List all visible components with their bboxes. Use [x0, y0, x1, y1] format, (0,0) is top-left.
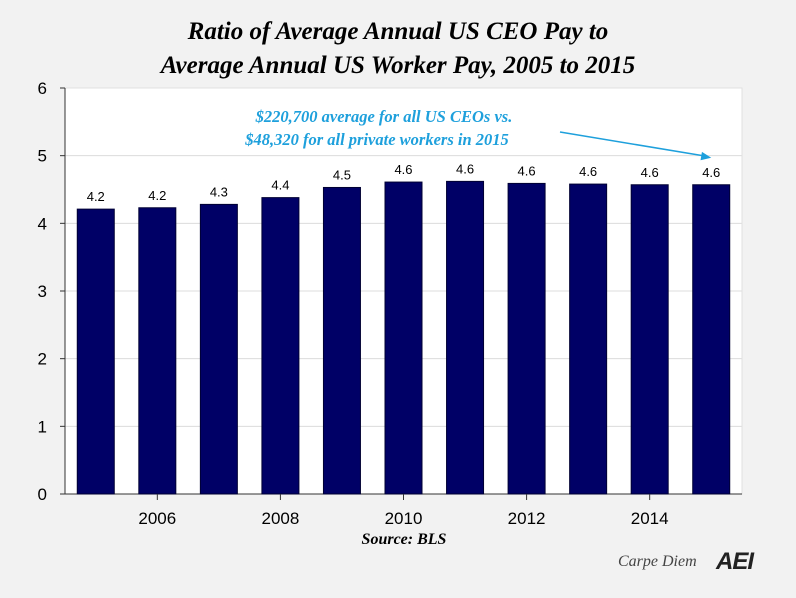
chart-source: Source: BLS	[361, 531, 447, 548]
y-tick-label: 4	[38, 214, 47, 233]
data-label: 4.6	[641, 165, 659, 180]
chart-title-line-2: Average Annual US Worker Pay, 2005 to 20…	[160, 52, 636, 79]
bar	[76, 208, 115, 495]
annotation-arrowhead	[700, 151, 712, 161]
data-label: 4.3	[210, 184, 228, 199]
annotation-arrow	[559, 131, 704, 157]
x-tick-label: 2008	[261, 509, 299, 528]
bar	[138, 207, 177, 495]
data-label: 4.6	[518, 163, 536, 178]
bar	[322, 186, 361, 495]
data-label: 4.6	[579, 164, 597, 179]
x-tick-label: 2014	[631, 509, 669, 528]
bar	[199, 203, 238, 495]
bar	[692, 184, 731, 495]
data-label: 4.6	[702, 165, 720, 180]
data-label: 4.2	[87, 189, 105, 204]
x-tick-label: 2010	[385, 509, 423, 528]
data-label: 4.6	[456, 161, 474, 176]
y-tick-label: 3	[38, 282, 47, 301]
bar	[446, 180, 485, 495]
x-tick-label: 2012	[508, 509, 546, 528]
annotation-line-1: $220,700 average for all US CEOs vs.	[255, 107, 513, 126]
annotation-line-2: $48,320 for all private workers in 2015	[244, 130, 509, 149]
y-tick-label: 1	[38, 417, 47, 436]
y-tick-label: 0	[38, 485, 47, 504]
bar	[261, 197, 300, 495]
data-label: 4.2	[148, 188, 166, 203]
bar	[569, 183, 608, 495]
y-tick-label: 2	[38, 350, 47, 369]
y-tick-label: 6	[38, 79, 47, 98]
data-label: 4.4	[271, 178, 289, 193]
chart-title-line-1: Ratio of Average Annual US CEO Pay to	[187, 18, 609, 45]
bar	[384, 181, 423, 495]
y-tick-label: 5	[38, 147, 47, 166]
x-tick-label: 2006	[138, 509, 176, 528]
aei-logo: AEI	[716, 548, 754, 575]
data-label: 4.6	[394, 162, 412, 177]
data-label: 4.5	[333, 167, 351, 182]
bar	[507, 182, 546, 495]
carpe-diem-label: Carpe Diem	[618, 553, 697, 570]
bar	[630, 184, 669, 495]
